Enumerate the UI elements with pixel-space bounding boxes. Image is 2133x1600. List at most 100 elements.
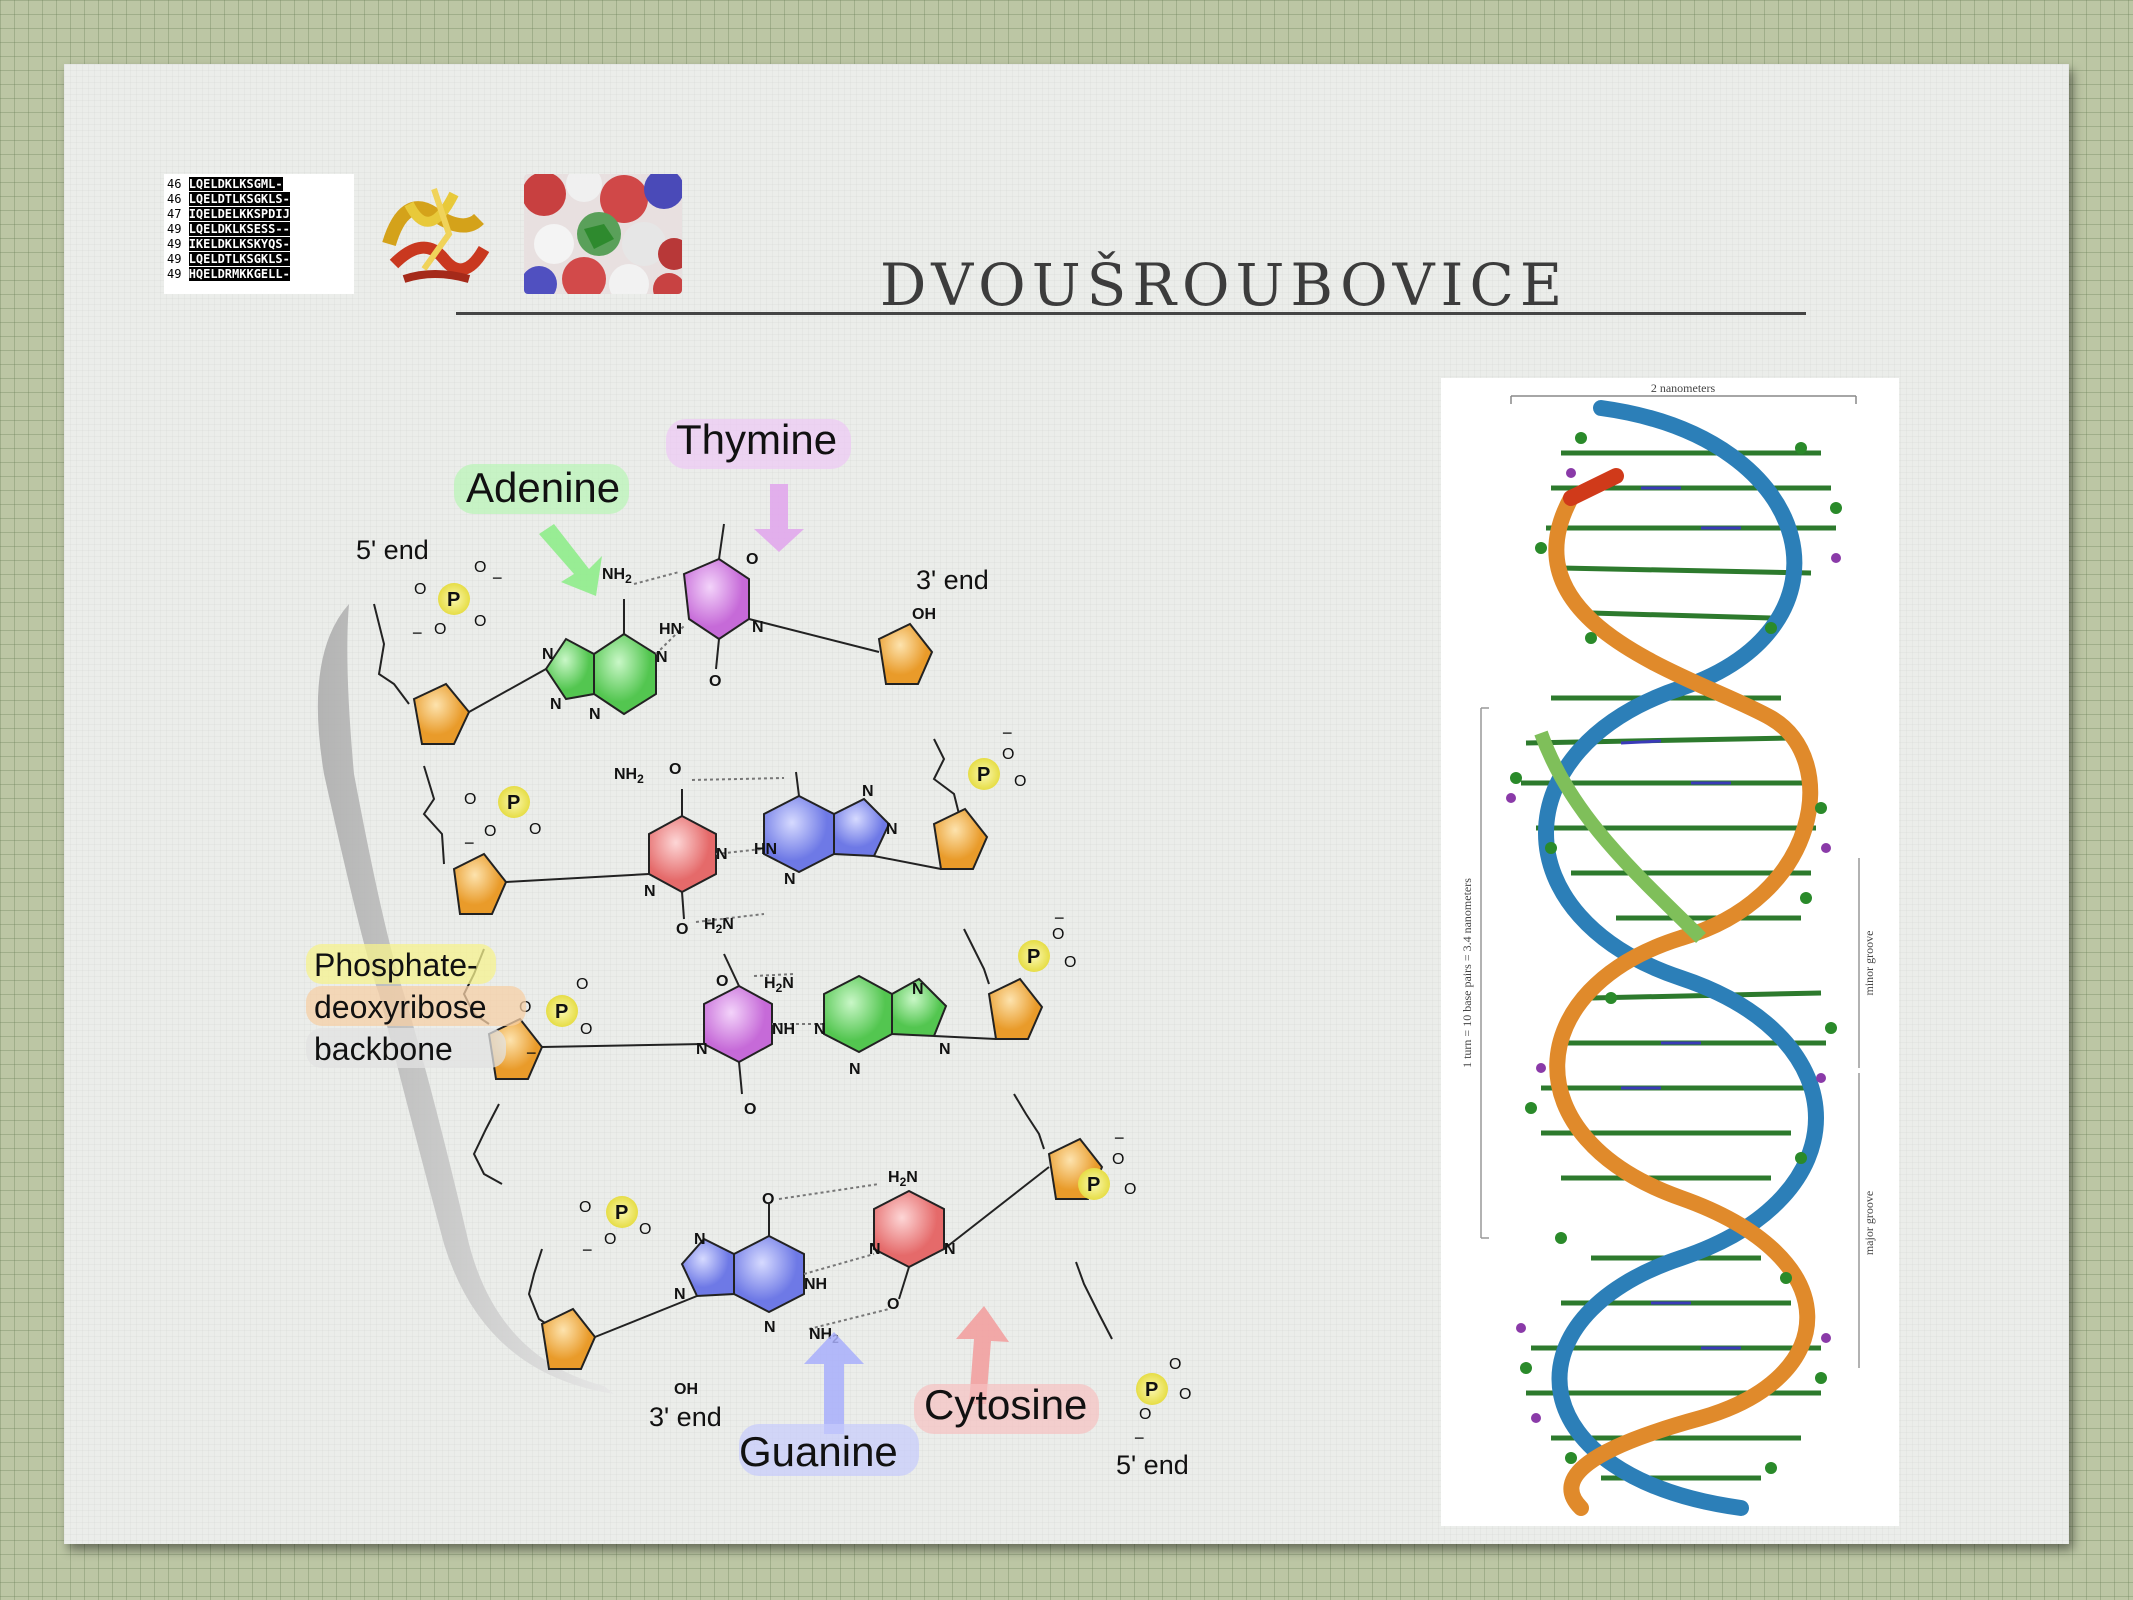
sequence-row-residues: HQELDRMKKGELL-: [188, 267, 290, 281]
svg-text:−: −: [1002, 723, 1013, 743]
minor-groove-label: minor groove: [1862, 931, 1876, 996]
sequence-row-number: 46: [167, 177, 189, 191]
sequence-row-residues: IQELDELKKSPDIJ: [188, 207, 290, 221]
svg-text:P: P: [977, 764, 990, 786]
svg-text:N: N: [542, 646, 554, 663]
svg-text:O: O: [887, 1296, 899, 1313]
svg-text:OH: OH: [912, 606, 936, 623]
protein-surface-thumbnail: [524, 174, 682, 294]
sequence-row-number: 46: [167, 192, 189, 206]
five-prime-end-top: 5' end: [356, 535, 429, 565]
svg-text:−: −: [582, 1240, 593, 1260]
svg-text:H2N: H2N: [704, 916, 734, 936]
svg-text:−: −: [412, 623, 423, 643]
svg-text:N: N: [862, 783, 874, 800]
svg-text:O: O: [1002, 746, 1014, 763]
svg-text:O: O: [1052, 926, 1064, 943]
sequence-row-number: 47: [167, 207, 189, 221]
svg-text:O: O: [1064, 954, 1076, 971]
svg-text:N: N: [656, 649, 668, 666]
svg-text:N: N: [939, 1041, 951, 1058]
major-groove-label: major groove: [1862, 1191, 1876, 1255]
thymine-base-2: [541, 953, 773, 1095]
sequence-row-residues: LQELDKLKSESS--: [188, 222, 290, 236]
svg-text:H2N: H2N: [764, 975, 794, 995]
svg-text:O: O: [709, 673, 721, 690]
svg-text:NH: NH: [772, 1021, 795, 1038]
svg-text:−: −: [1114, 1128, 1125, 1148]
svg-text:N: N: [589, 706, 601, 723]
svg-text:O: O: [716, 973, 728, 990]
backbone-ribbon-orange: [1548, 490, 1819, 1516]
slide-title: DVOUŠROUBOVICE: [879, 250, 1569, 319]
dna-base-pair-diagram: P P P P P P P P O O O O O O O O O O O: [306, 416, 1191, 1480]
svg-text:O: O: [579, 1199, 591, 1216]
svg-text:O: O: [669, 761, 681, 778]
backbone-brace: [317, 604, 614, 1394]
svg-text:O: O: [1179, 1386, 1191, 1403]
svg-text:O: O: [529, 821, 541, 838]
svg-text:−: −: [1054, 908, 1065, 928]
left-sugars: [412, 682, 597, 1370]
sequence-row-number: 49: [167, 237, 189, 251]
svg-text:Phosphate-: Phosphate-: [314, 947, 478, 983]
svg-text:NH: NH: [804, 1276, 827, 1293]
phosphates: P P P P P P P P O O O O O O O O O O O: [412, 559, 1191, 1448]
thymine-label: Thymine: [676, 416, 837, 463]
svg-text:O: O: [580, 1021, 592, 1038]
svg-text:N: N: [886, 821, 898, 838]
adenine-base: [468, 599, 657, 716]
sugar-atoms: [1510, 432, 1842, 1474]
guanine-base-1: [763, 771, 942, 874]
svg-text:N: N: [814, 1021, 826, 1038]
svg-text:P: P: [507, 792, 520, 814]
svg-text:O: O: [414, 581, 426, 598]
svg-text:N: N: [674, 1286, 686, 1303]
svg-text:O: O: [604, 1231, 616, 1248]
svg-text:O: O: [474, 559, 486, 576]
svg-text:−: −: [526, 1043, 537, 1063]
right-sugars: [877, 622, 1104, 1200]
svg-text:O: O: [1112, 1151, 1124, 1168]
svg-text:N: N: [784, 871, 796, 888]
svg-text:O: O: [1169, 1356, 1181, 1373]
svg-text:HN: HN: [754, 841, 777, 858]
svg-text:P: P: [1027, 946, 1040, 968]
svg-text:O: O: [1139, 1406, 1151, 1423]
label-arrows: [539, 484, 1009, 1434]
svg-text:O: O: [676, 921, 688, 938]
svg-text:−: −: [1134, 1428, 1145, 1448]
three-prime-end-top: 3' end: [916, 565, 989, 595]
sequence-row-residues: IKELDKLKSKYQS-: [188, 237, 290, 251]
svg-text:P: P: [555, 1001, 568, 1023]
sequence-row: 46 LQELDKLKSGML-: [167, 177, 351, 192]
svg-text:O: O: [744, 1101, 756, 1118]
protein-ribbon-thumbnail: [382, 188, 490, 283]
svg-text:deoxyribose: deoxyribose: [314, 989, 487, 1025]
sequence-row-residues: LQELDTLKSGKLS-: [188, 192, 290, 206]
cytosine-base-1: [505, 789, 717, 920]
svg-text:O: O: [576, 976, 588, 993]
svg-text:N: N: [912, 981, 924, 998]
guanine-base-2: [594, 1204, 805, 1338]
backbone-label: Phosphate- deoxyribose backbone: [306, 944, 526, 1068]
svg-text:N: N: [716, 846, 728, 863]
adenine-base-2: [823, 974, 997, 1054]
three-prime-end-bottom: 3' end: [649, 1402, 722, 1432]
svg-text:P: P: [1087, 1174, 1100, 1196]
sequence-row: 49 IKELDKLKSKYQS-: [167, 237, 351, 252]
svg-text:O: O: [474, 613, 486, 630]
adenine-label: Adenine: [466, 464, 620, 511]
svg-text:P: P: [615, 1202, 628, 1224]
svg-text:N: N: [752, 619, 764, 636]
svg-text:O: O: [434, 621, 446, 638]
width-label: 2 nanometers: [1651, 381, 1716, 395]
svg-text:H2N: H2N: [888, 1169, 918, 1189]
svg-text:N: N: [696, 1041, 708, 1058]
sequence-row-number: 49: [167, 267, 189, 281]
backbone-ribbon-blue: [1538, 400, 1824, 1516]
svg-text:N: N: [944, 1241, 956, 1258]
svg-text:NH2: NH2: [602, 566, 632, 586]
dna-helix-svg: 2 nanometers 1 turn = 10 base pairs = 3.…: [1460, 381, 1876, 1516]
svg-text:−: −: [464, 833, 475, 853]
